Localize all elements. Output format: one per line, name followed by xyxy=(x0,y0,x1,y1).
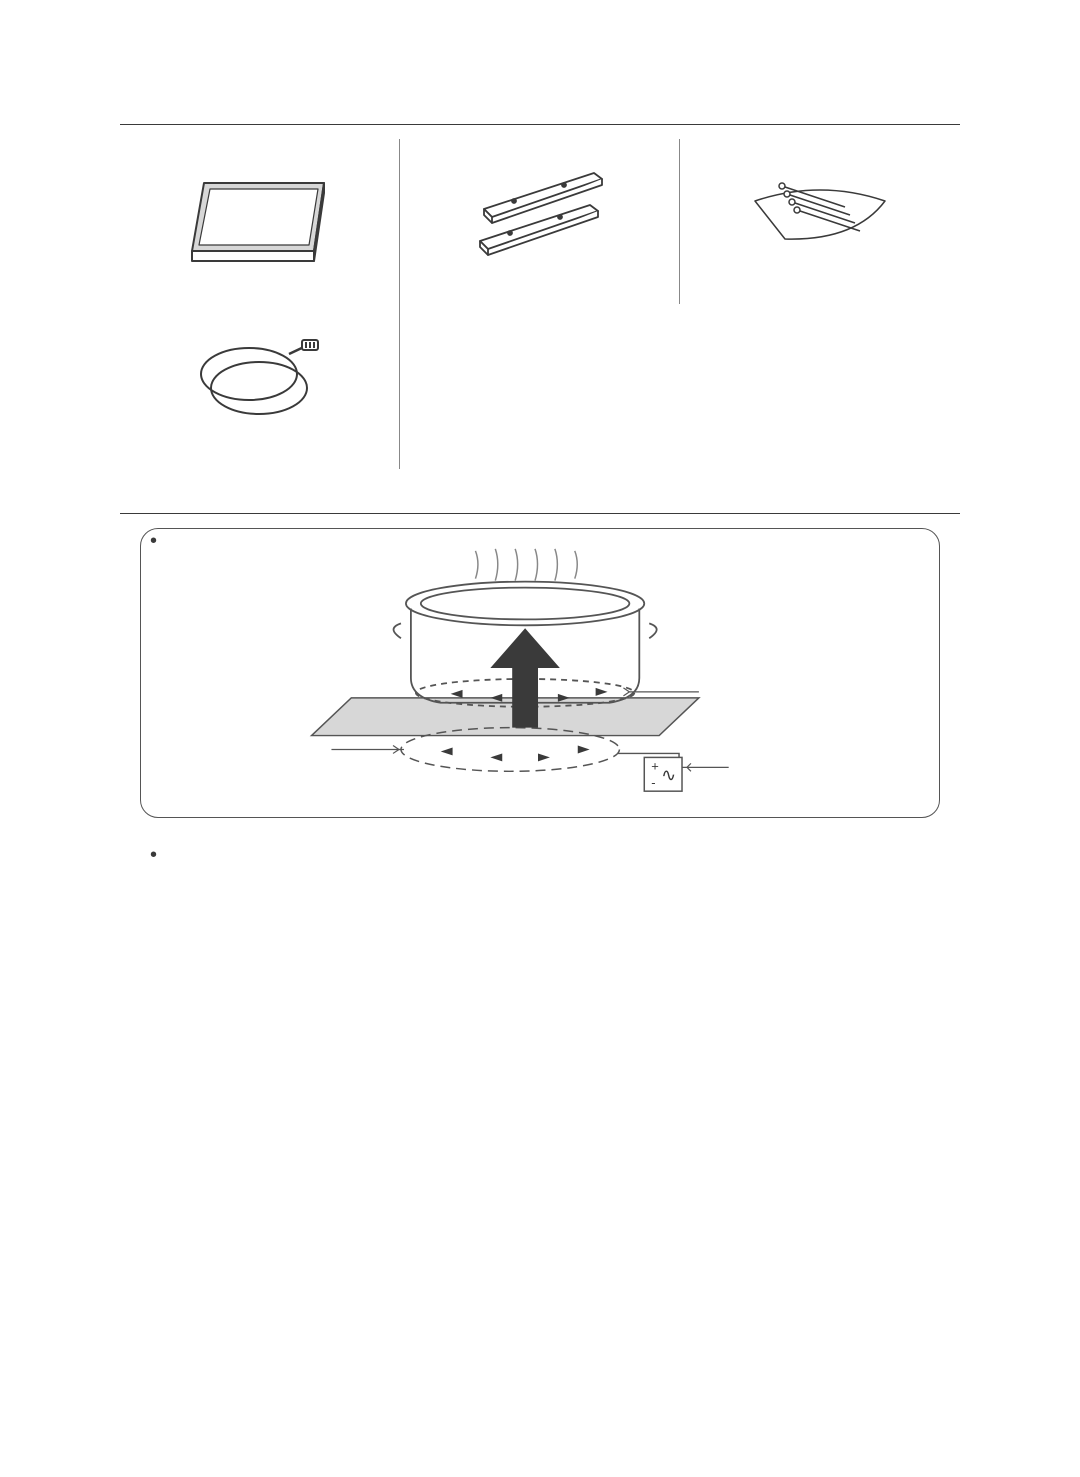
heading-komponenter xyxy=(120,120,960,125)
brackets-icon xyxy=(400,149,679,282)
component-cooktop xyxy=(120,139,400,304)
screws-icon xyxy=(680,149,960,282)
cable-icon xyxy=(120,314,399,447)
svg-text:-: - xyxy=(651,775,655,790)
induction-diagram: + - ∿ xyxy=(140,528,940,818)
component-screws xyxy=(680,139,960,304)
components-grid xyxy=(120,139,960,469)
cooktop-icon xyxy=(120,149,399,282)
component-cable xyxy=(120,304,400,469)
svg-text:+: + xyxy=(651,758,659,773)
heading-induktionsopvarmning xyxy=(120,509,960,514)
induction-diagram-svg: + - ∿ xyxy=(141,529,939,817)
component-brackets xyxy=(400,139,680,304)
svg-text:∿: ∿ xyxy=(661,765,676,785)
